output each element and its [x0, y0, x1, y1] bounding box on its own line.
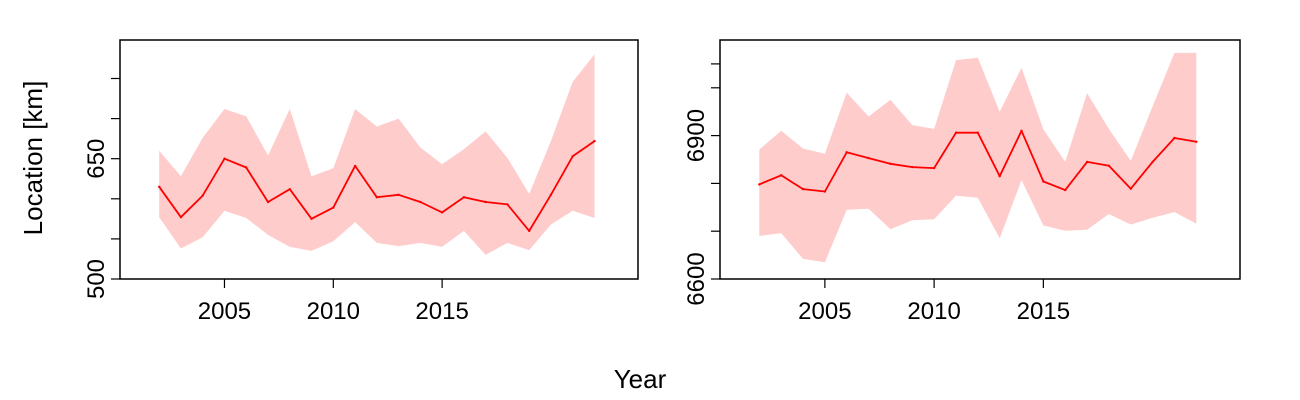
x-tick-label: 2015	[1017, 298, 1070, 325]
data-point	[375, 196, 378, 199]
data-point	[223, 157, 226, 160]
data-point	[758, 183, 761, 186]
data-point	[954, 131, 958, 134]
x-tick-label: 2005	[798, 298, 851, 325]
data-point	[528, 229, 531, 233]
data-point	[976, 131, 979, 134]
plot-frame	[119, 39, 639, 280]
data-point	[440, 211, 444, 214]
data-point	[332, 206, 335, 209]
data-point	[1173, 136, 1176, 140]
data-point	[245, 166, 248, 169]
y-tick-label: 500	[83, 259, 110, 299]
data-point	[1107, 164, 1111, 167]
data-point	[867, 156, 870, 160]
data-point	[506, 203, 509, 206]
chart-panel-left: 2005 2010 2015 500 650	[83, 39, 639, 325]
data-point	[1042, 180, 1045, 183]
data-point	[1064, 188, 1067, 192]
x-tick-label: 2005	[198, 298, 251, 325]
confidence-band	[159, 54, 595, 255]
x-tick-label: 2010	[907, 298, 960, 325]
data-point	[932, 166, 936, 170]
data-point	[780, 174, 783, 177]
data-point	[823, 190, 827, 193]
data-point	[571, 155, 574, 158]
data-point	[801, 187, 805, 191]
data-point	[1085, 160, 1089, 164]
data-point	[201, 194, 204, 197]
data-point	[397, 193, 400, 196]
data-point	[310, 217, 313, 220]
x-tick-label: 2015	[415, 298, 468, 325]
data-point	[179, 216, 183, 219]
data-point	[484, 200, 487, 204]
data-point	[1129, 187, 1133, 190]
data-point	[845, 151, 848, 154]
data-point	[462, 196, 466, 199]
y-tick-label: 6900	[683, 109, 710, 162]
x-tick-label: 2010	[307, 298, 360, 325]
data-point	[1195, 140, 1198, 143]
data-point	[266, 200, 270, 204]
data-point	[1151, 160, 1154, 164]
data-point	[288, 188, 291, 191]
chart-panel-right: 2005 2010 2015 6600 6900	[683, 39, 1241, 325]
data-point	[549, 193, 553, 196]
y-axis-title: Location [km]	[18, 81, 48, 236]
y-tick-label: 650	[83, 139, 110, 179]
data-point	[419, 200, 422, 204]
data-point	[353, 164, 357, 168]
x-axis-title: Year	[614, 364, 667, 394]
confidence-band	[759, 52, 1197, 263]
data-point	[998, 175, 1001, 178]
data-point	[1020, 129, 1023, 132]
data-point	[593, 139, 596, 143]
y-tick-label: 6600	[683, 252, 710, 305]
data-point	[911, 165, 914, 169]
data-point	[158, 185, 161, 188]
plot-frame	[719, 39, 1241, 280]
data-point	[889, 162, 892, 165]
